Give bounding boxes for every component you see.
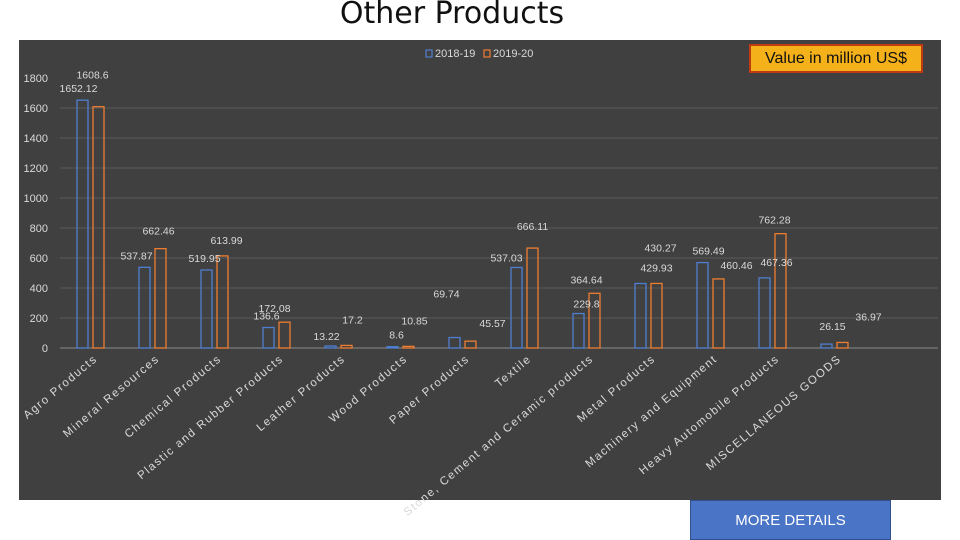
- more-details-button[interactable]: MORE DETAILS: [690, 500, 891, 540]
- y-tick-label: 800: [30, 223, 48, 235]
- bar-2019-20-2: [154, 247, 167, 349]
- data-label: 1608.6: [76, 70, 108, 82]
- data-label: 519.95: [188, 253, 220, 265]
- bar-2018-19-13: [820, 343, 833, 349]
- data-label: 17.2: [342, 314, 363, 326]
- y-tick-label: 1400: [24, 133, 48, 145]
- data-label: 537.87: [120, 250, 152, 262]
- bar-2018-19-8: [510, 266, 523, 349]
- data-label: 36.97: [855, 311, 881, 323]
- bar-2019-20-11: [712, 278, 725, 349]
- plot-background: [19, 40, 941, 500]
- legend-label: 2019-20: [493, 48, 533, 60]
- data-label: 1652.12: [60, 83, 98, 95]
- bar-2018-19-5: [324, 345, 337, 349]
- bar-2019-20-6: [402, 345, 415, 349]
- bar-2018-19-2: [138, 266, 151, 349]
- y-tick-label: 400: [30, 283, 48, 295]
- data-label: 429.93: [640, 263, 672, 275]
- data-label: 430.27: [644, 242, 676, 254]
- y-axis-ticks: 0 200 400 600 800 1000 1200 1400 1600 1800: [24, 73, 48, 355]
- bar-2019-20-7: [464, 340, 477, 349]
- bar-2018-19-1: [76, 99, 89, 349]
- page-title: Other Products: [339, 0, 565, 31]
- bar-2018-19-12: [758, 277, 771, 349]
- data-label: 10.85: [401, 315, 427, 327]
- data-label: 613.99: [210, 235, 242, 247]
- bar-2018-19-11: [696, 261, 709, 349]
- data-label: 229.8: [573, 299, 599, 311]
- bar-2019-20-10: [650, 282, 663, 349]
- data-label: 460.46: [720, 260, 752, 272]
- bar-2019-20-9: [588, 292, 601, 349]
- bar-2019-20-8: [526, 247, 539, 349]
- bar-2019-20-12: [774, 233, 787, 349]
- bar-2018-19-7: [448, 336, 461, 349]
- legend: 2018-19 2019-20: [425, 48, 533, 60]
- bar-2019-20-3: [216, 255, 229, 349]
- data-label: 662.46: [142, 226, 174, 238]
- bar-2019-20-4: [278, 321, 291, 349]
- bar-2018-19-6: [386, 346, 399, 349]
- data-label: 537.03: [490, 252, 522, 264]
- bar-2018-19-4: [262, 326, 275, 349]
- legend-swatch: [483, 49, 491, 58]
- data-label: 762.28: [758, 215, 790, 227]
- data-label: 69.74: [433, 289, 459, 301]
- unit-badge: Value in million US$: [749, 44, 923, 73]
- legend-swatch: [425, 49, 433, 58]
- y-tick-label: 0: [42, 343, 48, 355]
- bar-2019-20-13: [836, 341, 849, 349]
- y-tick-label: 600: [30, 253, 48, 265]
- y-tick-label: 200: [30, 313, 48, 325]
- y-tick-label: 1600: [24, 103, 48, 115]
- y-tick-label: 1200: [24, 163, 48, 175]
- data-label: 364.64: [570, 274, 602, 286]
- data-label: 569.49: [692, 246, 724, 258]
- legend-label: 2018-19: [435, 48, 475, 60]
- data-label: 666.11: [517, 221, 548, 233]
- y-tick-label: 1000: [24, 193, 48, 205]
- data-label: 26.15: [819, 321, 845, 333]
- bar-2019-20-5: [340, 344, 353, 349]
- bar-2018-19-3: [200, 269, 213, 349]
- data-label: 45.57: [479, 318, 505, 330]
- data-label: 172.08: [258, 303, 290, 315]
- bar-2018-19-9: [572, 312, 585, 349]
- data-label: 136.6: [253, 311, 279, 323]
- y-tick-label: 1800: [24, 73, 48, 85]
- bar-2018-19-10: [634, 282, 647, 349]
- data-label: 13.22: [313, 331, 339, 343]
- bar-2019-20-1: [92, 106, 105, 349]
- bars: [76, 99, 849, 349]
- data-label: 467.36: [760, 257, 792, 269]
- data-label: 8.6: [389, 330, 404, 342]
